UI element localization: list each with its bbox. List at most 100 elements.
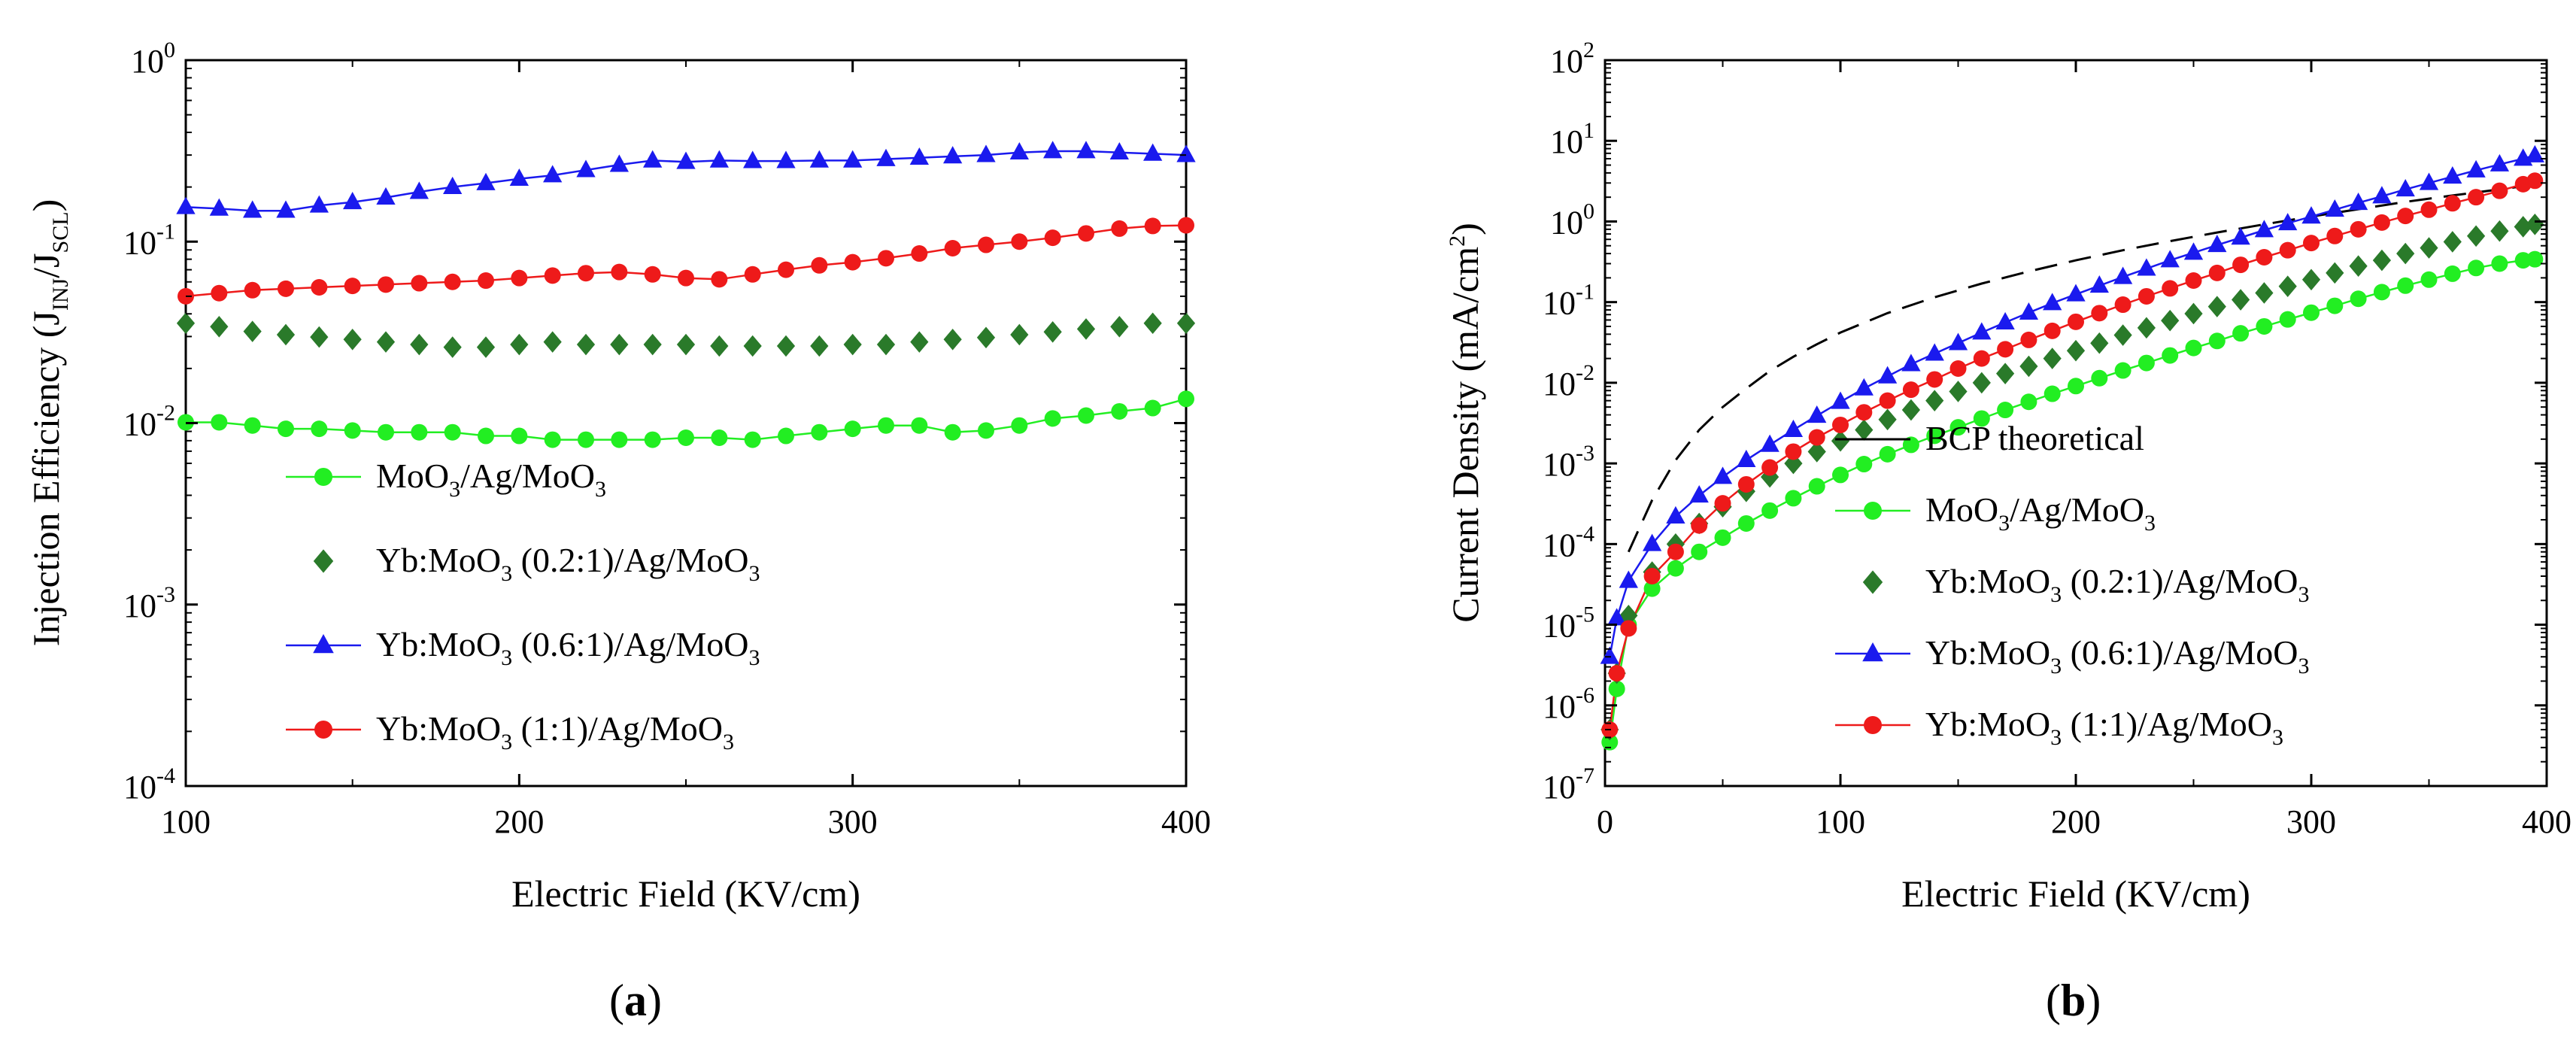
data-point-yb-moo3-1-1-ag-moo3: [2044, 322, 2061, 339]
data-point-yb-moo3-0-2-1-ag-moo3: [943, 329, 962, 351]
data-point-yb-moo3-0-2-1-ag-moo3: [2019, 355, 2038, 378]
data-point-yb-moo3-1-1-ag-moo3: [2444, 195, 2461, 212]
data-point-moo3-ag-moo3: [478, 427, 494, 445]
data-point-moo3-ag-moo3: [1714, 529, 1731, 546]
data-point-moo3-ag-moo3: [2185, 339, 2202, 357]
data-point-yb-moo3-0-6-1-ag-moo3: [309, 195, 329, 213]
data-point-yb-moo3-0-6-1-ag-moo3: [176, 196, 196, 214]
legend-label: BCP theoretical: [1925, 419, 2144, 457]
data-point-yb-moo3-0-6-1-ag-moo3: [1901, 354, 1921, 372]
data-point-yb-moo3-0-6-1-ag-moo3: [2372, 186, 2392, 204]
x-tick-label: 300: [828, 803, 878, 840]
data-point-yb-moo3-0-6-1-ag-moo3: [1009, 141, 1029, 160]
data-point-yb-moo3-0-2-1-ag-moo3: [976, 326, 996, 349]
data-point-moo3-ag-moo3: [1178, 390, 1194, 408]
data-point-yb-moo3-0-6-1-ag-moo3: [2325, 199, 2344, 217]
data-point-yb-moo3-0-6-1-ag-moo3: [609, 154, 629, 172]
data-point-yb-moo3-0-6-1-ag-moo3: [1109, 141, 1129, 160]
data-point-moo3-ag-moo3: [2491, 255, 2508, 272]
data-point-yb-moo3-0-2-1-ag-moo3: [2090, 332, 2109, 354]
data-point-moo3-ag-moo3: [311, 420, 328, 438]
data-point-moo3-ag-moo3: [2350, 290, 2367, 308]
data-point-moo3-ag-moo3: [244, 417, 261, 434]
data-point-yb-moo3-0-2-1-ag-moo3: [210, 315, 229, 338]
data-point-yb-moo3-0-6-1-ag-moo3: [676, 151, 696, 169]
data-point-yb-moo3-0-6-1-ag-moo3: [1600, 646, 1619, 664]
data-point-yb-moo3-0-6-1-ag-moo3: [1642, 533, 1662, 551]
data-point-yb-moo3-0-6-1-ag-moo3: [2089, 275, 2109, 293]
data-point-yb-moo3-0-2-1-ag-moo3: [1807, 441, 1826, 463]
data-point-yb-moo3-0-6-1-ag-moo3: [2254, 220, 2274, 238]
y-tick-label: 10-2: [1543, 360, 1594, 402]
panel-caption: (a): [609, 976, 662, 1025]
data-point-yb-moo3-0-2-1-ag-moo3: [1110, 315, 1129, 338]
data-point-yb-moo3-0-6-1-ag-moo3: [443, 176, 463, 194]
data-point-yb-moo3-1-1-ag-moo3: [544, 267, 561, 284]
data-point-yb-moo3-1-1-ag-moo3: [2279, 241, 2296, 259]
data-point-yb-moo3-1-1-ag-moo3: [511, 269, 528, 287]
x-tick-label: 300: [2286, 803, 2336, 840]
data-point-yb-moo3-0-2-1-ag-moo3: [2278, 275, 2297, 297]
data-point-moo3-ag-moo3: [411, 423, 428, 441]
data-point-yb-moo3-0-2-1-ag-moo3: [1176, 312, 1196, 335]
data-point-yb-moo3-1-1-ag-moo3: [1691, 517, 1708, 534]
data-point-yb-moo3-0-6-1-ag-moo3: [376, 187, 396, 205]
data-point-yb-moo3-1-1-ag-moo3: [1808, 429, 1825, 446]
data-point-yb-moo3-0-2-1-ag-moo3: [2420, 237, 2438, 259]
data-point-moo3-ag-moo3: [678, 429, 694, 447]
data-point-yb-moo3-1-1-ag-moo3: [1011, 233, 1028, 250]
data-point-moo3-ag-moo3: [2256, 317, 2273, 335]
data-point-yb-moo3-0-6-1-ag-moo3: [843, 150, 863, 168]
y-tick-label: 100: [131, 38, 175, 80]
y-tick-label: 10-4: [123, 763, 175, 806]
y-tick-label: 10-1: [1543, 280, 1594, 322]
data-point-yb-moo3-0-2-1-ag-moo3: [543, 331, 562, 353]
data-point-yb-moo3-0-2-1-ag-moo3: [2301, 269, 2321, 291]
data-point-yb-moo3-0-2-1-ag-moo3: [910, 331, 929, 353]
y-tick-label: 10-6: [1543, 683, 1594, 725]
data-point-yb-moo3-1-1-ag-moo3: [2208, 264, 2226, 281]
data-point-yb-moo3-1-1-ag-moo3: [1973, 350, 1990, 367]
data-point-yb-moo3-0-2-1-ag-moo3: [2326, 262, 2344, 284]
data-point-yb-moo3-1-1-ag-moo3: [1902, 381, 1919, 399]
data-point-yb-moo3-1-1-ag-moo3: [2326, 227, 2344, 244]
data-point-yb-moo3-1-1-ag-moo3: [578, 265, 594, 282]
data-point-yb-moo3-1-1-ag-moo3: [2232, 256, 2250, 274]
data-point-yb-moo3-1-1-ag-moo3: [1111, 220, 1128, 237]
data-point-yb-moo3-1-1-ag-moo3: [278, 280, 294, 297]
data-point-moo3-ag-moo3: [578, 431, 594, 448]
data-point-yb-moo3-0-6-1-ag-moo3: [243, 200, 262, 218]
data-point-yb-moo3-0-2-1-ag-moo3: [643, 333, 662, 356]
data-point-yb-moo3-0-6-1-ag-moo3: [1972, 322, 1992, 340]
data-point-yb-moo3-0-2-1-ag-moo3: [610, 333, 629, 356]
data-point-yb-moo3-0-6-1-ag-moo3: [2490, 153, 2510, 171]
data-point-yb-moo3-0-6-1-ag-moo3: [2113, 266, 2133, 284]
y-axis-label: Injection Efficiency (JINJ/JSCL): [25, 199, 73, 647]
data-point-moo3-ag-moo3: [2326, 297, 2344, 314]
data-point-moo3-ag-moo3: [1608, 680, 1625, 697]
data-point-yb-moo3-0-2-1-ag-moo3: [2232, 289, 2250, 311]
data-point-yb-moo3-0-6-1-ag-moo3: [1925, 343, 1944, 361]
data-point-yb-moo3-1-1-ag-moo3: [2138, 287, 2155, 305]
data-point-yb-moo3-1-1-ag-moo3: [1832, 416, 1849, 433]
data-point-yb-moo3-0-2-1-ag-moo3: [1043, 320, 1062, 343]
data-point-yb-moo3-0-6-1-ag-moo3: [409, 181, 429, 199]
data-point-yb-moo3-0-2-1-ag-moo3: [710, 335, 729, 357]
data-point-yb-moo3-0-6-1-ag-moo3: [2395, 179, 2415, 197]
data-point-yb-moo3-1-1-ag-moo3: [2185, 272, 2202, 290]
data-point-yb-moo3-0-2-1-ag-moo3: [1076, 318, 1096, 340]
x-axis-label: Electric Field (KV/cm): [1901, 873, 2250, 915]
data-point-moo3-ag-moo3: [2526, 250, 2544, 268]
data-point-yb-moo3-1-1-ag-moo3: [1785, 443, 1802, 460]
y-tick-label: 102: [1550, 38, 1594, 80]
data-point-moo3-ag-moo3: [1997, 402, 2014, 419]
data-point-yb-moo3-1-1-ag-moo3: [844, 253, 861, 271]
data-point-moo3-ag-moo3: [2303, 304, 2320, 321]
data-point-yb-moo3-0-2-1-ag-moo3: [2372, 249, 2391, 272]
data-point-yb-moo3-0-2-1-ag-moo3: [176, 312, 196, 335]
data-point-moo3-ag-moo3: [2232, 325, 2250, 342]
data-point-yb-moo3-1-1-ag-moo3: [778, 261, 794, 278]
data-point-yb-moo3-0-2-1-ag-moo3: [676, 333, 696, 356]
data-point-moo3-ag-moo3: [944, 423, 961, 441]
data-point-moo3-ag-moo3: [1808, 478, 1825, 495]
